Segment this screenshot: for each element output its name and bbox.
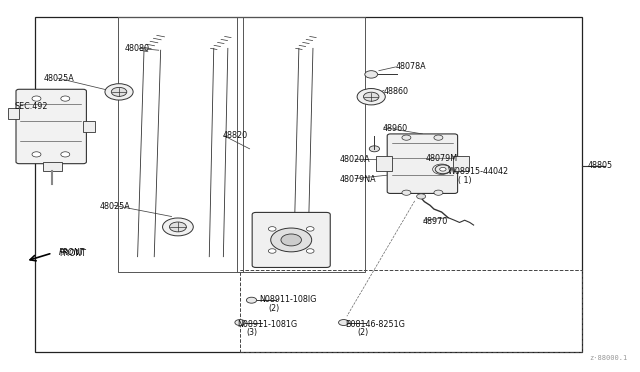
- Text: B08146-8251G: B08146-8251G: [346, 320, 406, 329]
- Text: (2): (2): [269, 304, 280, 313]
- Text: FRONT: FRONT: [59, 248, 85, 257]
- Circle shape: [307, 227, 314, 231]
- Circle shape: [440, 167, 446, 171]
- Circle shape: [417, 194, 426, 199]
- Circle shape: [357, 89, 385, 105]
- Circle shape: [434, 190, 443, 195]
- Text: 48080: 48080: [125, 44, 150, 53]
- Text: z·88000.1: z·88000.1: [589, 355, 627, 361]
- Circle shape: [170, 222, 186, 232]
- Text: 48820: 48820: [223, 131, 248, 140]
- Text: 48020A: 48020A: [339, 155, 370, 164]
- Circle shape: [402, 135, 411, 140]
- Circle shape: [235, 320, 245, 326]
- Circle shape: [402, 190, 411, 195]
- FancyBboxPatch shape: [252, 212, 330, 267]
- Text: (3): (3): [246, 328, 257, 337]
- Bar: [35, 17, 582, 352]
- FancyBboxPatch shape: [16, 89, 86, 164]
- Bar: [453, 156, 469, 171]
- Text: 48860: 48860: [384, 87, 409, 96]
- Text: 48078A: 48078A: [396, 62, 426, 71]
- Circle shape: [364, 92, 379, 101]
- Text: FRONT: FRONT: [59, 249, 86, 258]
- Text: N08911-1081G: N08911-1081G: [237, 320, 297, 329]
- Text: N08911-108lG: N08911-108lG: [259, 295, 317, 304]
- Circle shape: [281, 234, 301, 246]
- Circle shape: [307, 249, 314, 253]
- Circle shape: [365, 71, 378, 78]
- Bar: [240, 270, 582, 352]
- Circle shape: [271, 228, 312, 252]
- Bar: [43, 162, 62, 171]
- Circle shape: [339, 320, 349, 326]
- Text: 48805: 48805: [588, 161, 612, 170]
- Text: W08915-44042: W08915-44042: [448, 167, 509, 176]
- Circle shape: [61, 96, 70, 101]
- Circle shape: [268, 249, 276, 253]
- Text: 48970: 48970: [422, 217, 447, 226]
- Text: 48025A: 48025A: [44, 74, 74, 83]
- Circle shape: [105, 84, 133, 100]
- Circle shape: [268, 227, 276, 231]
- Circle shape: [61, 152, 70, 157]
- Circle shape: [435, 165, 451, 174]
- Circle shape: [32, 152, 41, 157]
- Circle shape: [246, 297, 257, 303]
- Bar: [83, 121, 95, 132]
- Text: 48079M: 48079M: [426, 154, 458, 163]
- Circle shape: [111, 87, 127, 96]
- Text: 48960: 48960: [383, 124, 408, 133]
- Text: 48079NA: 48079NA: [339, 175, 376, 184]
- Circle shape: [369, 146, 380, 152]
- Bar: [376, 156, 392, 171]
- Text: ( 1): ( 1): [458, 176, 471, 185]
- Text: SEC.492: SEC.492: [14, 102, 47, 110]
- Circle shape: [32, 96, 41, 101]
- Circle shape: [163, 218, 193, 236]
- Circle shape: [434, 135, 443, 140]
- Bar: [8, 108, 19, 119]
- Text: 48025A: 48025A: [99, 202, 130, 211]
- Text: (2): (2): [357, 328, 369, 337]
- FancyBboxPatch shape: [387, 134, 458, 193]
